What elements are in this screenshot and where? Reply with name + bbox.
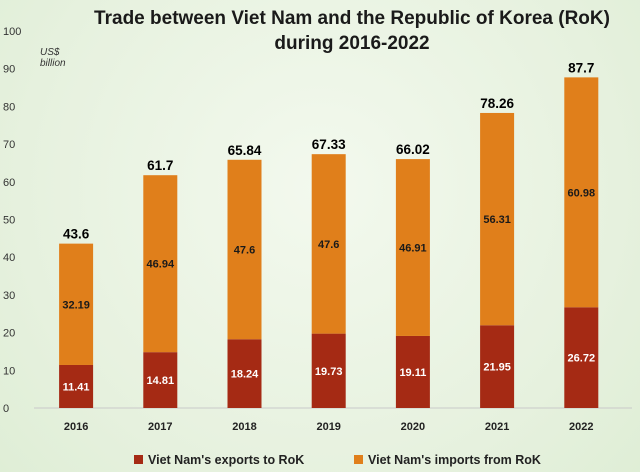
total-label: 67.33 <box>312 137 346 152</box>
chart-title-line-2: during 2016-2022 <box>274 33 429 54</box>
legend-label-exports: Viet Nam's exports to RoK <box>148 453 304 467</box>
y-tick-label: 30 <box>3 290 15 302</box>
x-tick-label: 2019 <box>316 421 340 433</box>
x-tick-label: 2018 <box>232 421 256 433</box>
total-label: 65.84 <box>228 143 262 158</box>
bar-exports <box>227 339 262 408</box>
y-tick-label: 10 <box>3 365 15 377</box>
data-label-exports: 11.41 <box>63 381 90 393</box>
data-label-imports: 56.31 <box>483 214 511 226</box>
total-label: 78.26 <box>480 96 514 111</box>
bar-imports <box>311 154 346 334</box>
bar-exports <box>311 333 346 408</box>
bar-exports <box>564 307 599 408</box>
total-label: 87.7 <box>568 60 594 75</box>
bar-exports <box>59 364 94 408</box>
y-tick-label: 50 <box>3 215 15 227</box>
y-unit-line-1: US$ <box>40 47 60 58</box>
data-label-imports: 46.91 <box>399 243 427 255</box>
y-unit-line-2: billion <box>40 58 66 69</box>
x-tick-label: 2021 <box>485 421 509 433</box>
bar-exports <box>143 352 178 408</box>
legend-swatch-exports <box>134 455 143 464</box>
data-label-exports: 19.73 <box>315 366 343 378</box>
y-tick-label: 100 <box>3 26 21 38</box>
total-label: 61.7 <box>147 158 173 173</box>
x-tick-label: 2016 <box>64 421 88 433</box>
data-label-imports: 47.6 <box>318 239 339 251</box>
y-tick-label: 20 <box>3 328 15 340</box>
data-label-exports: 14.81 <box>147 375 175 387</box>
bar-imports <box>480 112 515 326</box>
data-label-imports: 60.98 <box>568 187 596 199</box>
bar-imports <box>59 243 94 365</box>
bar-imports <box>395 159 430 336</box>
data-label-exports: 26.72 <box>568 353 596 365</box>
x-tick-label: 2022 <box>569 421 593 433</box>
data-label-imports: 32.19 <box>62 299 90 311</box>
total-label: 43.6 <box>63 227 90 242</box>
bar-imports <box>227 159 262 340</box>
data-label-exports: 19.11 <box>399 367 426 379</box>
bar-imports <box>143 175 178 353</box>
y-tick-label: 0 <box>3 403 9 415</box>
data-label-imports: 46.94 <box>147 259 175 271</box>
data-label-imports: 47.6 <box>234 245 255 257</box>
x-tick-label: 2017 <box>148 421 172 433</box>
y-tick-label: 60 <box>3 177 15 189</box>
y-tick-label: 90 <box>3 64 15 76</box>
total-label: 66.02 <box>396 142 430 157</box>
bar-imports <box>564 77 599 308</box>
y-tick-label: 80 <box>3 101 15 113</box>
legend-swatch-imports <box>354 455 363 464</box>
y-tick-label: 70 <box>3 139 15 151</box>
legend-label-imports: Viet Nam's imports from RoK <box>368 453 541 467</box>
data-label-exports: 21.95 <box>483 362 511 374</box>
bar-exports <box>480 325 515 408</box>
bar-exports <box>395 335 430 408</box>
chart-title-line-1: Trade between Viet Nam and the Republic … <box>94 8 610 29</box>
y-tick-label: 40 <box>3 252 15 264</box>
plot-area: 0 10 20 30 40 50 60 70 80 90 100 11.41 32.19 43.6 2016… <box>3 26 599 433</box>
legend: Viet Nam's exports to RoK Viet Nam's imp… <box>134 453 541 467</box>
x-tick-label: 2020 <box>401 421 425 433</box>
data-label-exports: 18.24 <box>231 369 259 381</box>
